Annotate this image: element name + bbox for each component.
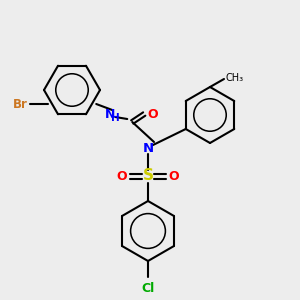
Text: N: N	[142, 142, 154, 154]
Text: Br: Br	[13, 98, 28, 110]
Text: CH₃: CH₃	[225, 73, 243, 83]
Text: S: S	[142, 169, 154, 184]
Text: Cl: Cl	[141, 282, 154, 295]
Text: O: O	[169, 169, 179, 182]
Text: N: N	[105, 107, 116, 121]
Text: O: O	[147, 107, 158, 121]
Text: O: O	[117, 169, 127, 182]
Text: H: H	[111, 113, 120, 123]
